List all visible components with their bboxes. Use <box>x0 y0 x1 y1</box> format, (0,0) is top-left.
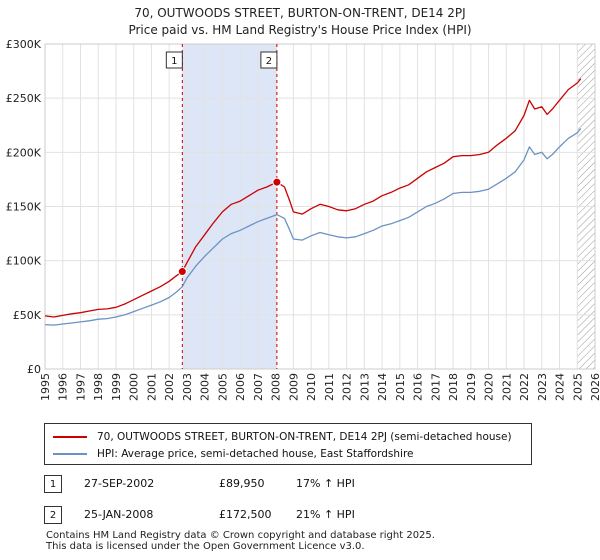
x-tick-label: 2006 <box>234 373 247 401</box>
sale-number-badge: 2 <box>44 506 62 524</box>
annotation-box <box>260 51 278 69</box>
x-tick-label: 1998 <box>92 373 105 401</box>
x-tick-label: 2019 <box>465 373 478 401</box>
x-tick-label: 2015 <box>394 373 407 401</box>
property-series-line <box>44 78 582 318</box>
x-tick-label: 1996 <box>57 373 70 401</box>
footer-attribution: Contains HM Land Registry data © Crown c… <box>46 530 435 552</box>
annotation-label: 2 <box>266 56 272 67</box>
x-tick-label: 2018 <box>447 373 460 401</box>
x-tick-label: 2023 <box>536 373 549 401</box>
sale-date: 25-JAN-2008 <box>84 508 154 521</box>
x-tick-label: 2012 <box>341 373 354 401</box>
y-tick-label: £300K <box>6 38 42 51</box>
annotation-box <box>165 51 183 69</box>
chart-legend: 70, OUTWOODS STREET, BURTON-ON-TRENT, DE… <box>44 423 532 465</box>
x-tick-label: 2024 <box>554 373 567 401</box>
x-tick-label: 2021 <box>500 373 513 401</box>
footer-line-licence: This data is licensed under the Open Gov… <box>46 541 365 552</box>
x-tick-label: 2000 <box>128 373 141 401</box>
y-tick-label: £50K <box>13 309 42 322</box>
chart-title: 70, OUTWOODS STREET, BURTON-ON-TRENT, DE… <box>134 6 465 20</box>
plot-border <box>44 43 596 370</box>
x-tick-label: 2007 <box>252 373 265 401</box>
sale-hpi-change: 17% ↑ HPI <box>296 477 355 490</box>
sale-number-badge: 1 <box>44 475 62 493</box>
x-tick-label: 2026 <box>589 373 600 401</box>
sale-price: £172,500 <box>219 508 272 521</box>
sale-hpi-change: 21% ↑ HPI <box>296 508 355 521</box>
legend-label-property: 70, OUTWOODS STREET, BURTON-ON-TRENT, DE… <box>97 431 512 443</box>
sale-date: 27-SEP-2002 <box>84 477 155 490</box>
x-tick-label: 2014 <box>376 373 389 401</box>
sale-point <box>272 177 282 187</box>
legend-swatch-blue <box>53 453 87 455</box>
x-tick-label: 1995 <box>39 373 52 401</box>
sale-point <box>177 267 187 277</box>
x-tick-label: 1997 <box>74 373 87 401</box>
y-tick-label: £200K <box>6 146 42 159</box>
sale-row-2: 2 25-JAN-2008 £172,500 21% ↑ HPI <box>44 506 544 526</box>
x-tick-label: 2025 <box>571 373 584 401</box>
x-tick-label: 2004 <box>199 373 212 401</box>
y-tick-label: £100K <box>6 255 42 268</box>
x-tick-label: 2011 <box>323 373 336 401</box>
x-tick-label: 2013 <box>358 373 371 401</box>
y-tick-label: £0 <box>27 363 41 376</box>
footer-line-copyright: Contains HM Land Registry data © Crown c… <box>46 530 435 541</box>
x-tick-label: 2008 <box>270 373 283 401</box>
legend-entry-property: 70, OUTWOODS STREET, BURTON-ON-TRENT, DE… <box>53 428 512 446</box>
hpi-series-line <box>44 128 582 326</box>
x-tick-label: 2010 <box>305 373 318 401</box>
x-tick-label: 2005 <box>216 373 229 401</box>
legend-swatch-red <box>53 436 87 438</box>
x-tick-label: 2020 <box>483 373 496 401</box>
x-tick-label: 2003 <box>181 373 194 401</box>
y-tick-label: £250K <box>6 92 42 105</box>
sale-row-1: 1 27-SEP-2002 £89,950 17% ↑ HPI <box>44 475 544 495</box>
annotation-label: 1 <box>171 56 177 67</box>
sale-price: £89,950 <box>219 477 265 490</box>
x-tick-label: 1999 <box>110 373 123 401</box>
chart-subtitle: Price paid vs. HM Land Registry's House … <box>128 23 471 37</box>
legend-entry-hpi: HPI: Average price, semi-detached house,… <box>53 445 414 463</box>
x-tick-label: 2022 <box>518 373 531 401</box>
legend-label-hpi: HPI: Average price, semi-detached house,… <box>97 448 414 460</box>
x-tick-label: 2002 <box>163 373 176 401</box>
price-chart: 70, OUTWOODS STREET, BURTON-ON-TRENT, DE… <box>6 6 600 401</box>
x-tick-label: 2016 <box>412 373 425 401</box>
x-tick-label: 2001 <box>145 373 158 401</box>
x-tick-label: 2009 <box>287 373 300 401</box>
y-tick-label: £150K <box>6 201 42 214</box>
x-tick-label: 2017 <box>429 373 442 401</box>
